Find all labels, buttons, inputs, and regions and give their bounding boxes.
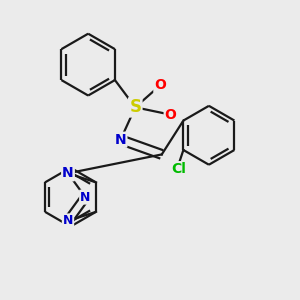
Text: Cl: Cl xyxy=(172,162,186,176)
Text: S: S xyxy=(129,98,141,116)
Text: O: O xyxy=(154,78,166,92)
Text: N: N xyxy=(63,214,73,227)
Text: O: O xyxy=(165,108,176,122)
Text: N: N xyxy=(80,190,91,204)
Text: N: N xyxy=(62,166,74,180)
Text: N: N xyxy=(115,133,126,147)
